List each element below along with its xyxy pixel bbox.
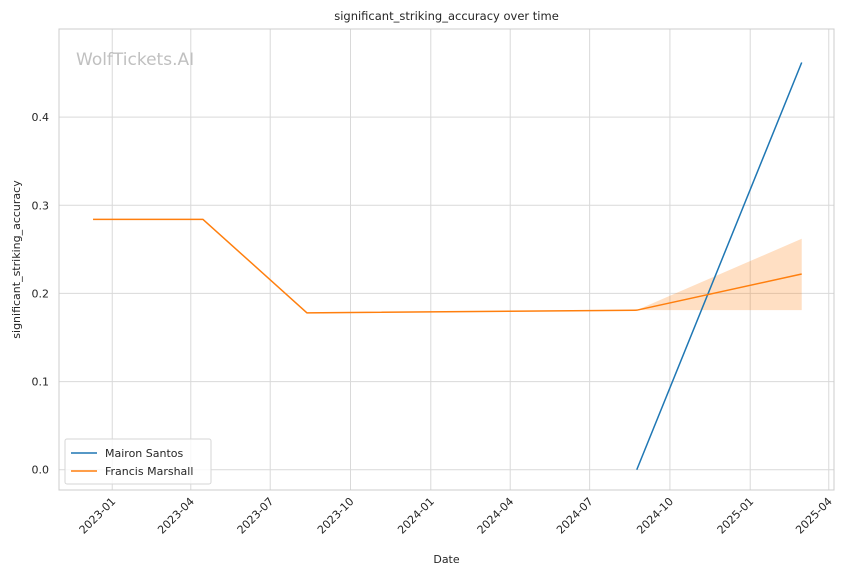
legend: Mairon Santos Francis Marshall bbox=[64, 438, 212, 485]
x-tick-label-2024-07: 2024-07 bbox=[554, 495, 596, 537]
x-tick-label-2023-07: 2023-07 bbox=[235, 495, 277, 537]
legend-box bbox=[64, 438, 212, 485]
x-tick-label-2024-01: 2024-01 bbox=[395, 495, 437, 537]
y-tick-label-0-1: 0.1 bbox=[32, 376, 50, 389]
grid-lines bbox=[59, 29, 834, 490]
x-tick-labels: 2023-01 2023-04 2023-07 2023-10 2024-01 2024-… bbox=[77, 495, 835, 537]
band-francis-marshall bbox=[636, 238, 802, 311]
plot-frame bbox=[58, 28, 835, 491]
series-lines bbox=[93, 62, 803, 471]
y-tick-label-0-4: 0.4 bbox=[32, 111, 50, 124]
x-tick-label-2023-04: 2023-04 bbox=[155, 495, 197, 537]
x-axis-label: Date bbox=[433, 553, 460, 566]
series-line-mairon-santos bbox=[636, 62, 803, 471]
y-tick-label-0-0: 0.0 bbox=[32, 464, 50, 477]
legend-entry-francis-marshall: Francis Marshall bbox=[105, 465, 193, 478]
y-axis-label: significant_striking_accuracy bbox=[10, 180, 23, 339]
x-tick-label-2025-04: 2025-04 bbox=[793, 495, 835, 537]
y-tick-label-0-3: 0.3 bbox=[32, 199, 50, 212]
watermark-text: WolfTickets.AI bbox=[76, 50, 194, 70]
confidence-bands bbox=[636, 238, 802, 311]
x-tick-label-2023-01: 2023-01 bbox=[77, 495, 119, 537]
x-tick-label-2024-10: 2024-10 bbox=[634, 495, 676, 537]
legend-entry-mairon-santos: Mairon Santos bbox=[105, 447, 184, 460]
y-tick-label-0-2: 0.2 bbox=[32, 287, 50, 300]
x-tick-label-2025-01: 2025-01 bbox=[715, 495, 757, 537]
y-tick-labels: 0.0 0.1 0.2 0.3 0.4 bbox=[32, 111, 50, 477]
x-tick-label-2023-10: 2023-10 bbox=[315, 495, 357, 537]
chart-title: significant_striking_accuracy over time bbox=[334, 9, 559, 23]
series-line-francis-marshall bbox=[93, 218, 802, 314]
x-tick-label-2024-04: 2024-04 bbox=[475, 495, 517, 537]
